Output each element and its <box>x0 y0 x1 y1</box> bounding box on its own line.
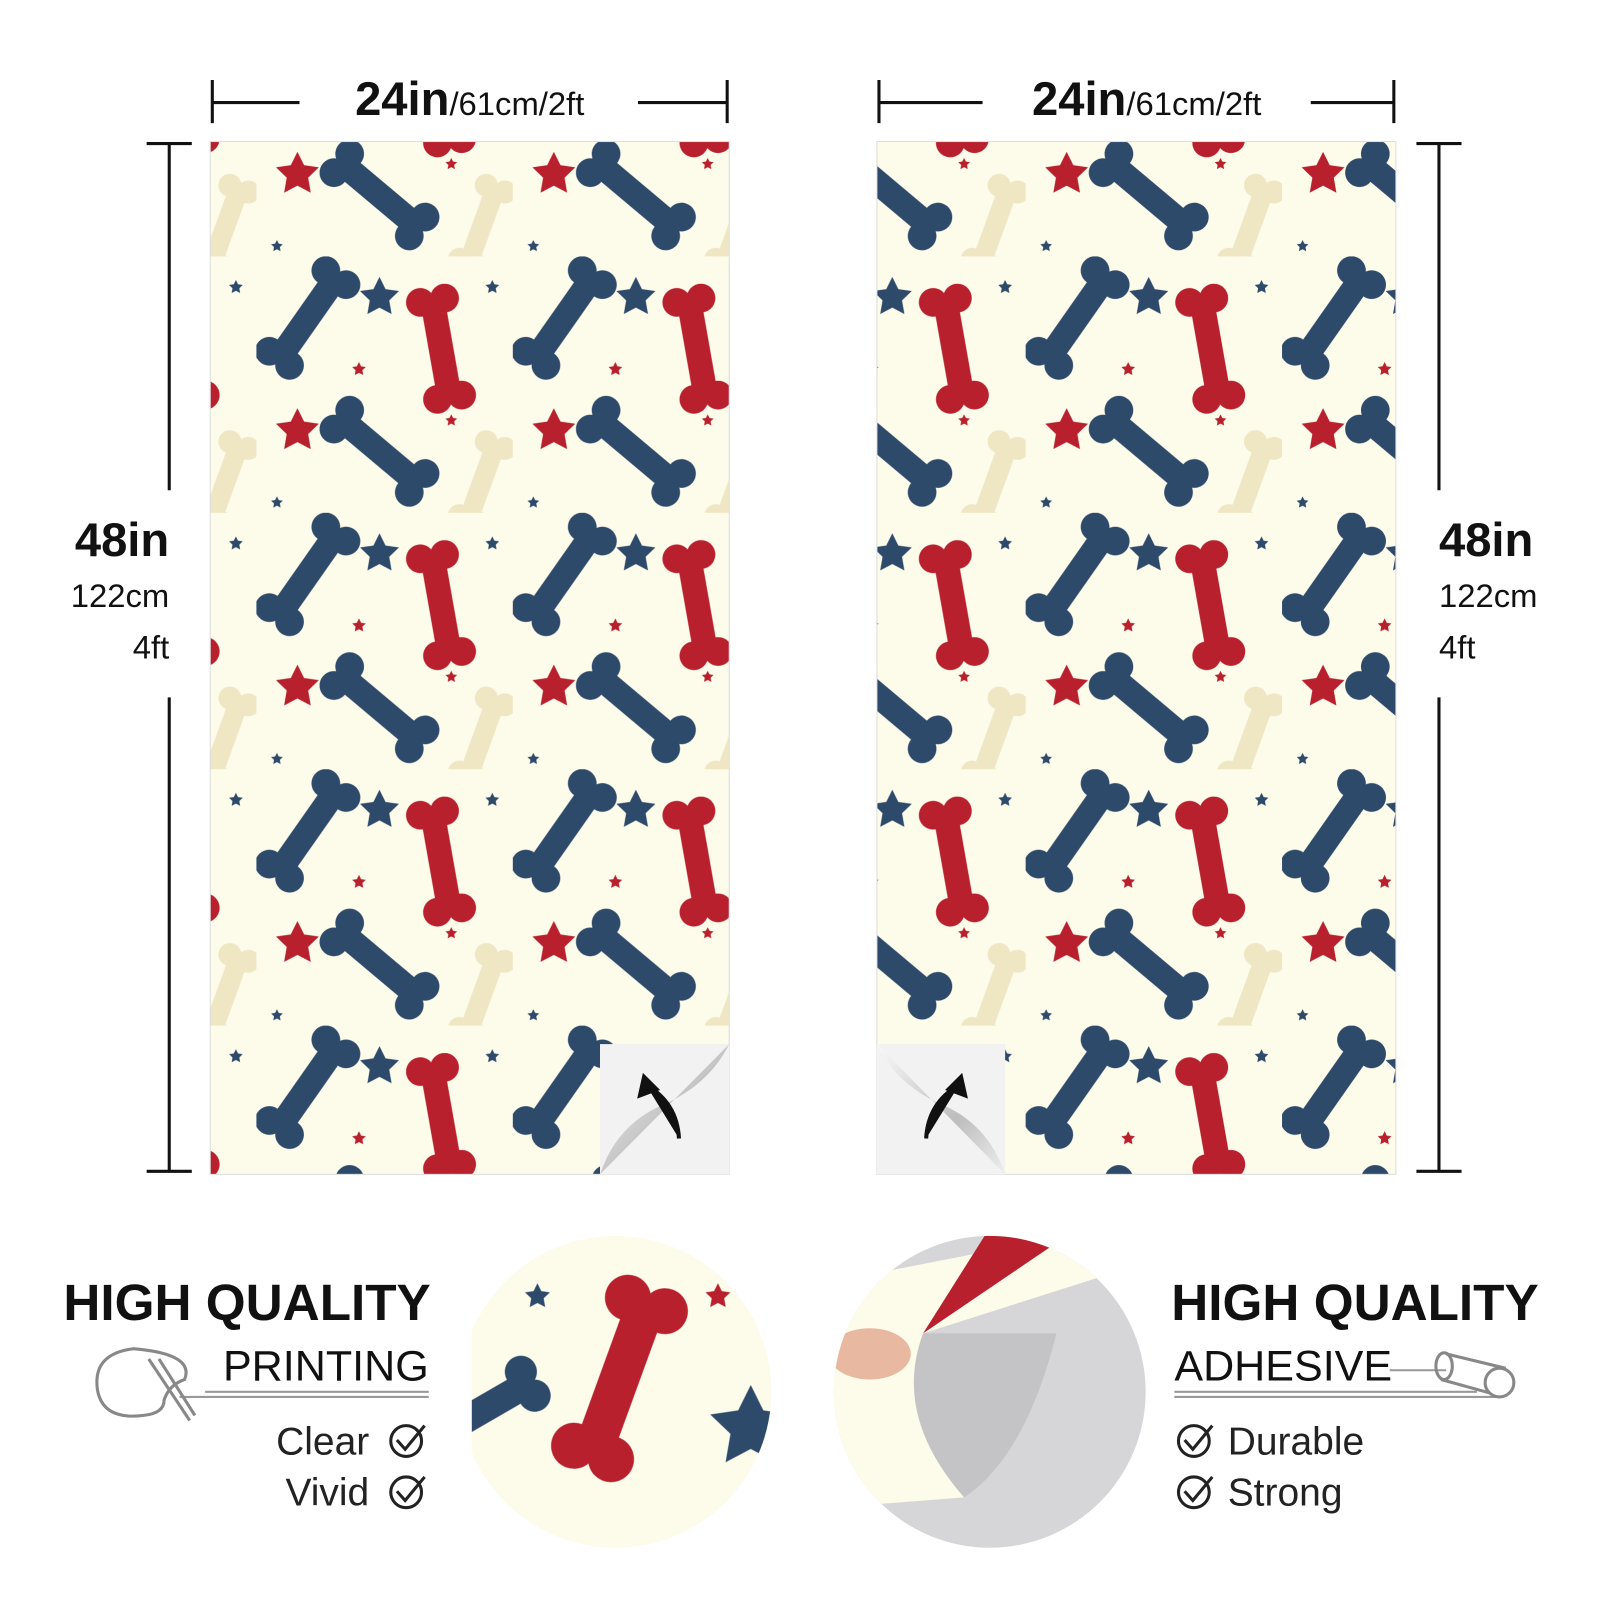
roll-icon <box>1434 1351 1516 1399</box>
feature-point: Clear <box>276 1420 369 1463</box>
height-line: 122cm <box>1439 577 1538 614</box>
wallpaper-panel <box>209 141 730 1175</box>
width-dimension <box>210 80 729 124</box>
feature-point: Vivid <box>285 1472 369 1515</box>
check-icon <box>1176 1475 1214 1510</box>
width-sub: /61cm/2ft <box>449 85 584 122</box>
peel-arrow <box>637 1072 682 1139</box>
height-line: 4ft <box>1439 628 1475 665</box>
print-detail <box>459 1235 772 1548</box>
check-icon <box>389 1475 426 1510</box>
height-main: 48in <box>1439 513 1533 566</box>
feature-title: HIGH QUALITY <box>63 1274 430 1331</box>
rule <box>179 1390 429 1398</box>
width-sub: /61cm/2ft <box>1126 85 1261 122</box>
check-icon <box>1176 1424 1214 1458</box>
feature-subtitle: ADHESIVE <box>1174 1343 1392 1391</box>
width-dimension <box>877 80 1396 124</box>
feature-subtitle: PRINTING <box>223 1343 429 1391</box>
height-main: 48in <box>75 513 169 566</box>
height-line: 122cm <box>71 577 170 614</box>
height-dimension <box>146 142 192 1173</box>
peel-arrow <box>924 1072 968 1139</box>
feature-title: HIGH QUALITY <box>1171 1274 1538 1331</box>
wallpaper-panel <box>876 141 1397 1175</box>
width-main: 24in <box>1032 72 1126 125</box>
width-label: 24in/61cm/2ft <box>1032 72 1261 125</box>
width-label: 24in/61cm/2ft <box>355 72 584 125</box>
feature-point: Durable <box>1228 1420 1364 1463</box>
check-icon <box>389 1424 426 1458</box>
height-dimension <box>1416 142 1462 1173</box>
palette-icon <box>95 1347 197 1422</box>
width-main: 24in <box>355 72 449 125</box>
height-line: 4ft <box>133 628 169 665</box>
adhesive-detail <box>833 1235 1146 1548</box>
feature-point: Strong <box>1228 1472 1343 1515</box>
